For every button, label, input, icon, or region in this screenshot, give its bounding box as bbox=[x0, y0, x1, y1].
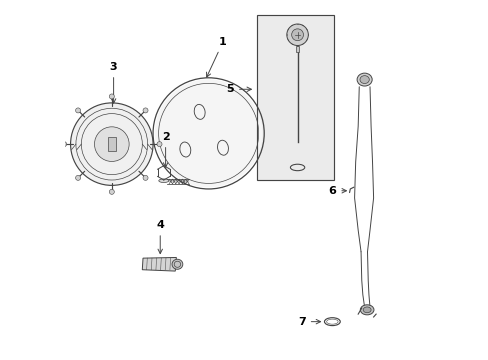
Circle shape bbox=[109, 189, 114, 194]
Bar bbox=[257, 15, 333, 180]
Text: 7: 7 bbox=[297, 317, 320, 327]
Bar bbox=[295, 45, 299, 52]
Circle shape bbox=[291, 29, 303, 41]
Circle shape bbox=[286, 24, 308, 45]
Ellipse shape bbox=[359, 76, 368, 84]
Text: 2: 2 bbox=[162, 132, 169, 167]
Circle shape bbox=[157, 141, 162, 147]
Circle shape bbox=[61, 141, 66, 147]
Circle shape bbox=[76, 108, 81, 113]
Ellipse shape bbox=[159, 179, 168, 183]
Ellipse shape bbox=[363, 307, 370, 313]
Text: 5: 5 bbox=[226, 84, 251, 94]
Circle shape bbox=[154, 80, 262, 187]
Ellipse shape bbox=[172, 259, 183, 269]
Polygon shape bbox=[142, 257, 176, 271]
Text: 1: 1 bbox=[206, 37, 226, 77]
Circle shape bbox=[142, 108, 148, 113]
Circle shape bbox=[94, 127, 129, 161]
Circle shape bbox=[142, 175, 148, 180]
Text: 6: 6 bbox=[328, 186, 346, 196]
Circle shape bbox=[76, 175, 81, 180]
Text: 3: 3 bbox=[110, 62, 117, 103]
Text: 4: 4 bbox=[156, 220, 164, 253]
Ellipse shape bbox=[356, 73, 371, 86]
Bar bbox=[108, 137, 116, 151]
Ellipse shape bbox=[360, 305, 373, 315]
Circle shape bbox=[70, 103, 153, 185]
Bar bbox=[257, 15, 333, 180]
Circle shape bbox=[109, 94, 114, 99]
